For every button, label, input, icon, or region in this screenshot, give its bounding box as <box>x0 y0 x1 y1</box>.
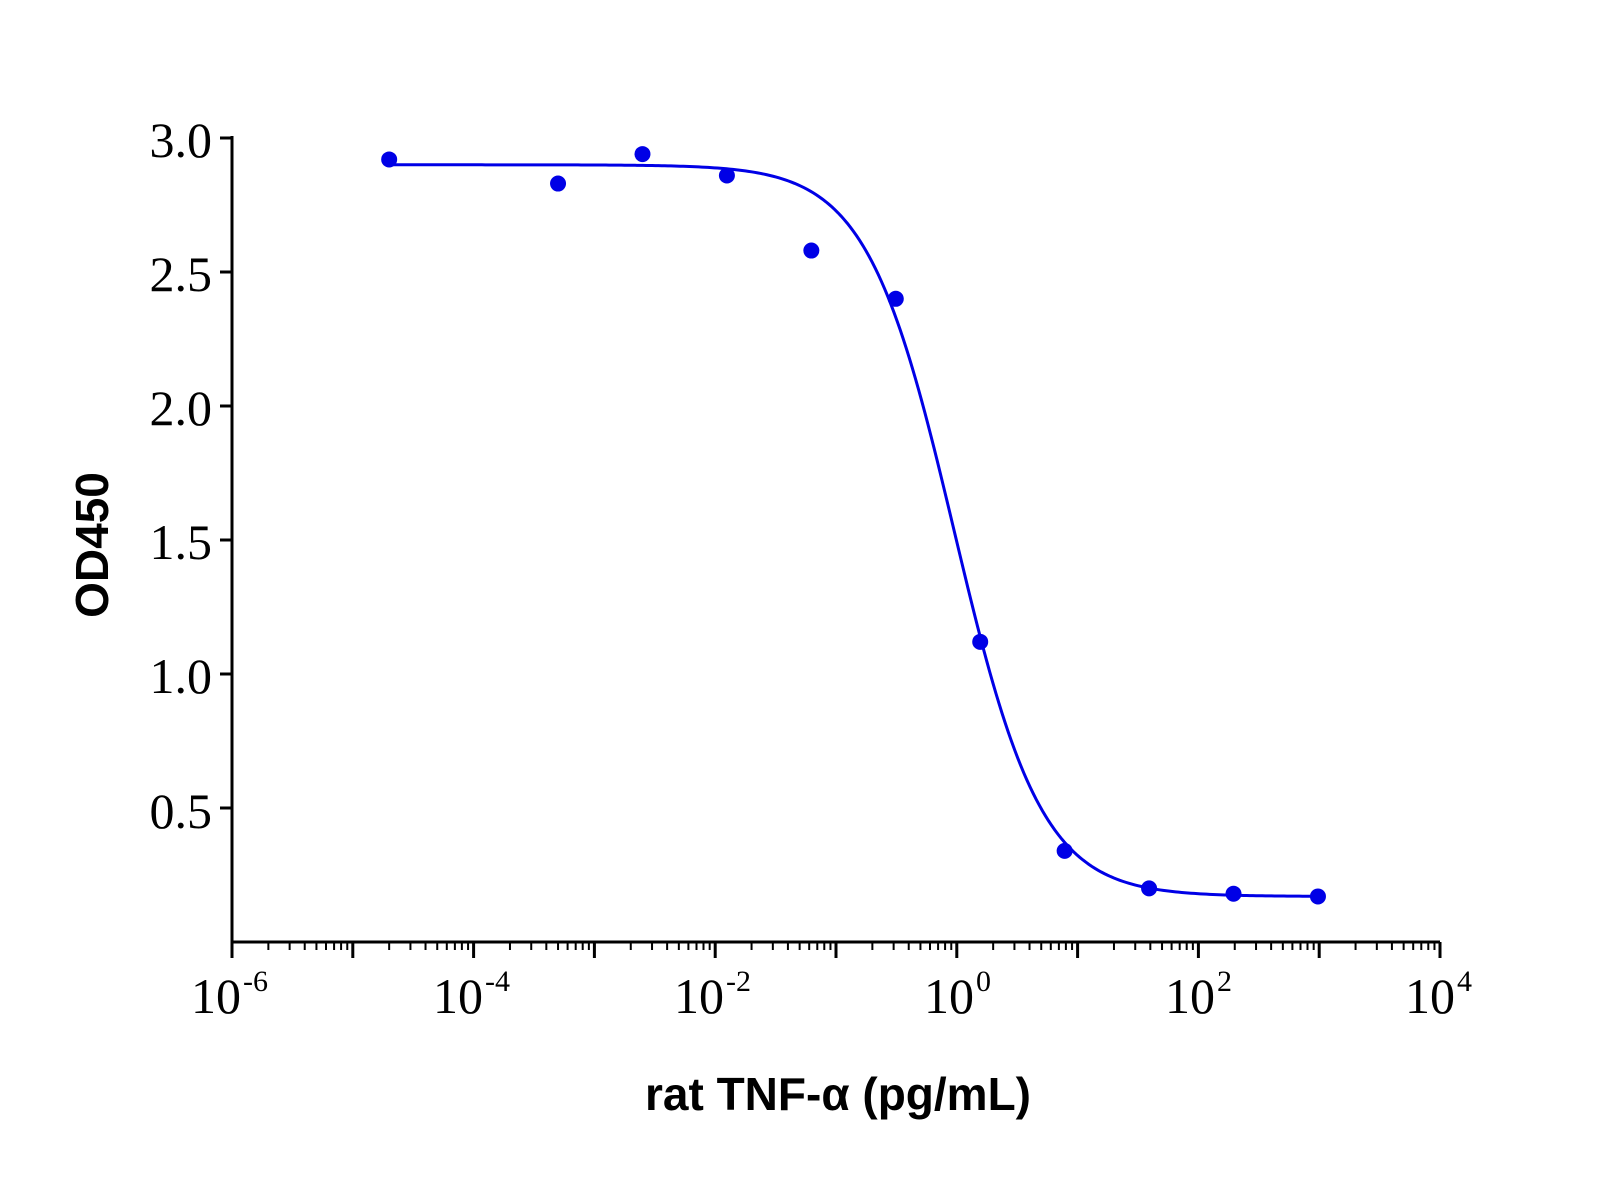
data-point <box>1225 885 1242 902</box>
data-point <box>634 146 651 163</box>
y-tick-label-1.5: 1.5 <box>150 514 213 570</box>
fit-curve <box>389 163 1318 898</box>
x-tick-label-1e0: 100 <box>924 965 991 1024</box>
y-tick-label-2.0: 2.0 <box>150 380 213 436</box>
x-tick-label-1e4: 104 <box>1405 965 1472 1024</box>
y-tick-label-2.5: 2.5 <box>150 246 213 302</box>
y-tick-label-0.5: 0.5 <box>150 783 213 839</box>
y-tick-label-3.0: 3.0 <box>150 112 213 168</box>
x-tick-label-1e-6: 10-6 <box>191 965 268 1024</box>
x-axis-title: rat TNF-α (pg/mL) <box>645 1068 1031 1120</box>
data-point <box>803 242 820 259</box>
y-tick-label-1.0: 1.0 <box>150 648 213 704</box>
data-point <box>887 290 904 307</box>
x-tick-label-1e2: 102 <box>1165 965 1232 1024</box>
data-point <box>1309 888 1326 905</box>
x-tick-label-1e-4: 10-4 <box>433 965 510 1024</box>
y-axis-title: OD450 <box>66 472 118 618</box>
data-point <box>1141 880 1158 897</box>
x-tick-label-1e-2: 10-2 <box>674 965 751 1024</box>
data-point <box>718 167 735 184</box>
data-point <box>972 633 989 650</box>
data-point <box>381 151 398 168</box>
data-point <box>1056 842 1073 859</box>
data-point <box>550 175 567 192</box>
